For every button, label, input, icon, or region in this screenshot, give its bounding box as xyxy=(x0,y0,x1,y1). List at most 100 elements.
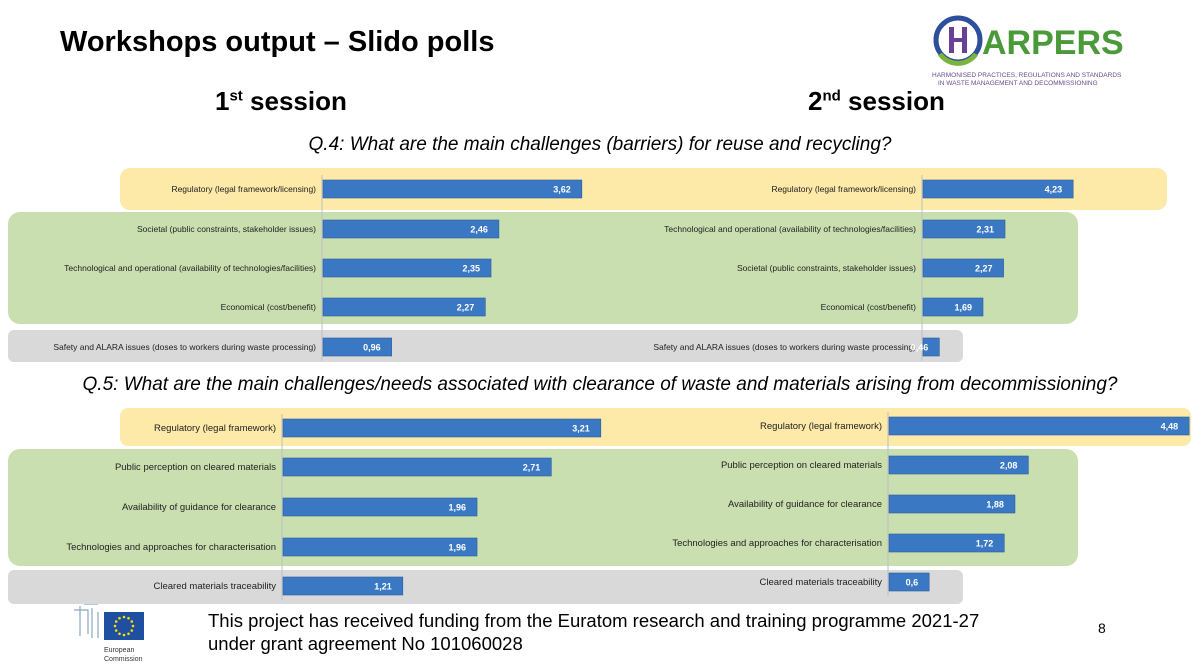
bar xyxy=(322,219,500,239)
bar xyxy=(888,533,1005,553)
eu-star xyxy=(118,632,121,636)
logo-tagline-1: HARMONISED PRACTICES, REGULATIONS AND ST… xyxy=(932,72,1122,79)
value-label: 4,23 xyxy=(1045,185,1063,195)
value-label: 2,08 xyxy=(1000,461,1018,471)
bar xyxy=(322,337,392,357)
eu-star xyxy=(118,616,121,620)
category-label: Public perception on cleared materials xyxy=(115,462,276,473)
slide-title: Workshops output – Slido polls xyxy=(60,26,495,58)
eu-star xyxy=(114,629,118,632)
session-2-heading: 2nd session xyxy=(808,86,945,117)
bar xyxy=(888,455,1029,475)
value-label: 3,62 xyxy=(553,185,571,195)
category-label: Availability of guidance for clearance xyxy=(122,502,276,513)
eu-star xyxy=(130,629,134,632)
value-label: 4,48 xyxy=(1161,422,1179,432)
category-label: Regulatory (legal framework/licensing) xyxy=(771,184,916,194)
bar xyxy=(282,497,478,517)
category-label: Regulatory (legal framework/licensing) xyxy=(171,184,316,194)
bar xyxy=(922,337,940,357)
q5-middle-band xyxy=(8,449,1078,566)
bar xyxy=(922,297,984,317)
category-label: Safety and ALARA issues (doses to worker… xyxy=(53,342,316,352)
session-1-label: session xyxy=(242,86,347,116)
value-label: 1,21 xyxy=(374,582,392,592)
value-label: 3,21 xyxy=(572,424,590,434)
q4-middle-band xyxy=(8,212,1078,324)
bar xyxy=(282,418,602,438)
value-label: 1,88 xyxy=(986,500,1004,510)
logo-tagline-2: IN WASTE MANAGEMENT AND DECOMMISSIONING xyxy=(938,80,1098,87)
bar xyxy=(922,258,1004,278)
session-2-label: session xyxy=(840,86,945,116)
value-label: 2,27 xyxy=(975,264,993,274)
value-label: 1,96 xyxy=(449,543,467,553)
value-label: 1,96 xyxy=(449,503,467,513)
bar xyxy=(888,572,930,592)
category-label: Cleared materials traceability xyxy=(760,577,883,588)
eu-star xyxy=(130,620,134,623)
value-label: 1,69 xyxy=(954,303,972,313)
bar xyxy=(922,219,1006,239)
category-label: Societal (public constraints, stakeholde… xyxy=(737,263,916,273)
category-label: Economical (cost/benefit) xyxy=(821,302,917,312)
logo-wordmark: ARPERS xyxy=(982,24,1124,62)
logo-tagline: HARMONISED PRACTICES, REGULATIONS AND ST… xyxy=(932,72,1132,88)
session-2-sup: nd xyxy=(822,87,841,105)
session-2-number: 2 xyxy=(808,86,823,116)
q5-bottom-band xyxy=(8,570,963,604)
eu-star xyxy=(122,615,126,619)
category-label: Regulatory (legal framework) xyxy=(154,423,276,434)
question-5: Q.5: What are the main challenges/needs … xyxy=(82,374,1118,395)
funding-line-1: This project has received funding from t… xyxy=(208,610,980,631)
q4-top-band xyxy=(120,168,1167,210)
q4-bottom-band xyxy=(8,330,963,362)
category-label: Regulatory (legal framework) xyxy=(760,421,882,432)
bar xyxy=(282,537,478,557)
category-label: Technological and operational (availabil… xyxy=(64,263,316,273)
eu-label-2: Commission xyxy=(104,656,143,663)
bar xyxy=(922,179,1074,199)
value-label: 1,72 xyxy=(976,539,994,549)
category-label: Economical (cost/benefit) xyxy=(221,302,317,312)
bar xyxy=(322,258,492,278)
eu-star xyxy=(127,632,130,636)
session-1-number: 1 xyxy=(215,86,230,116)
value-label: 0,96 xyxy=(363,343,381,353)
value-label: 2,71 xyxy=(523,463,541,473)
funding-line-2: under grant agreement No 101060028 xyxy=(208,633,523,654)
bar xyxy=(888,494,1016,514)
category-label: Technologies and approaches for characte… xyxy=(672,538,882,549)
session-1-sup: st xyxy=(229,87,243,105)
question-4: Q.4: What are the main challenges (barri… xyxy=(308,134,892,155)
harpers-logo: ARPERS xyxy=(933,15,1124,66)
value-label: 2,27 xyxy=(457,303,475,313)
eu-label-1: European xyxy=(104,647,134,654)
eu-star xyxy=(113,624,117,628)
category-label: Technologies and approaches for characte… xyxy=(66,542,276,553)
bar xyxy=(282,576,404,596)
category-label: Availability of guidance for clearance xyxy=(728,499,882,510)
bar xyxy=(322,179,583,199)
bar xyxy=(282,457,552,477)
eu-star xyxy=(127,616,130,620)
value-label: 2,46 xyxy=(470,225,488,235)
eu-star xyxy=(122,633,126,637)
bar xyxy=(888,416,1190,436)
category-label: Cleared materials traceability xyxy=(154,581,277,592)
category-label: Societal (public constraints, stakeholde… xyxy=(137,224,316,234)
eu-star xyxy=(114,620,118,623)
funding-notice: This project has received funding from t… xyxy=(208,609,979,655)
value-label: 0,46 xyxy=(911,343,929,353)
category-label: Safety and ALARA issues (doses to worker… xyxy=(653,342,916,352)
category-label: Public perception on cleared materials xyxy=(721,460,882,471)
value-label: 0,6 xyxy=(906,578,919,588)
eu-star xyxy=(131,624,135,628)
page-number: 8 xyxy=(1098,620,1106,636)
european-commission-logo: European Commission xyxy=(74,604,144,663)
value-label: 2,35 xyxy=(462,264,480,274)
category-label: Technological and operational (availabil… xyxy=(664,224,916,234)
session-1-heading: 1st session xyxy=(215,86,347,117)
bar xyxy=(322,297,486,317)
